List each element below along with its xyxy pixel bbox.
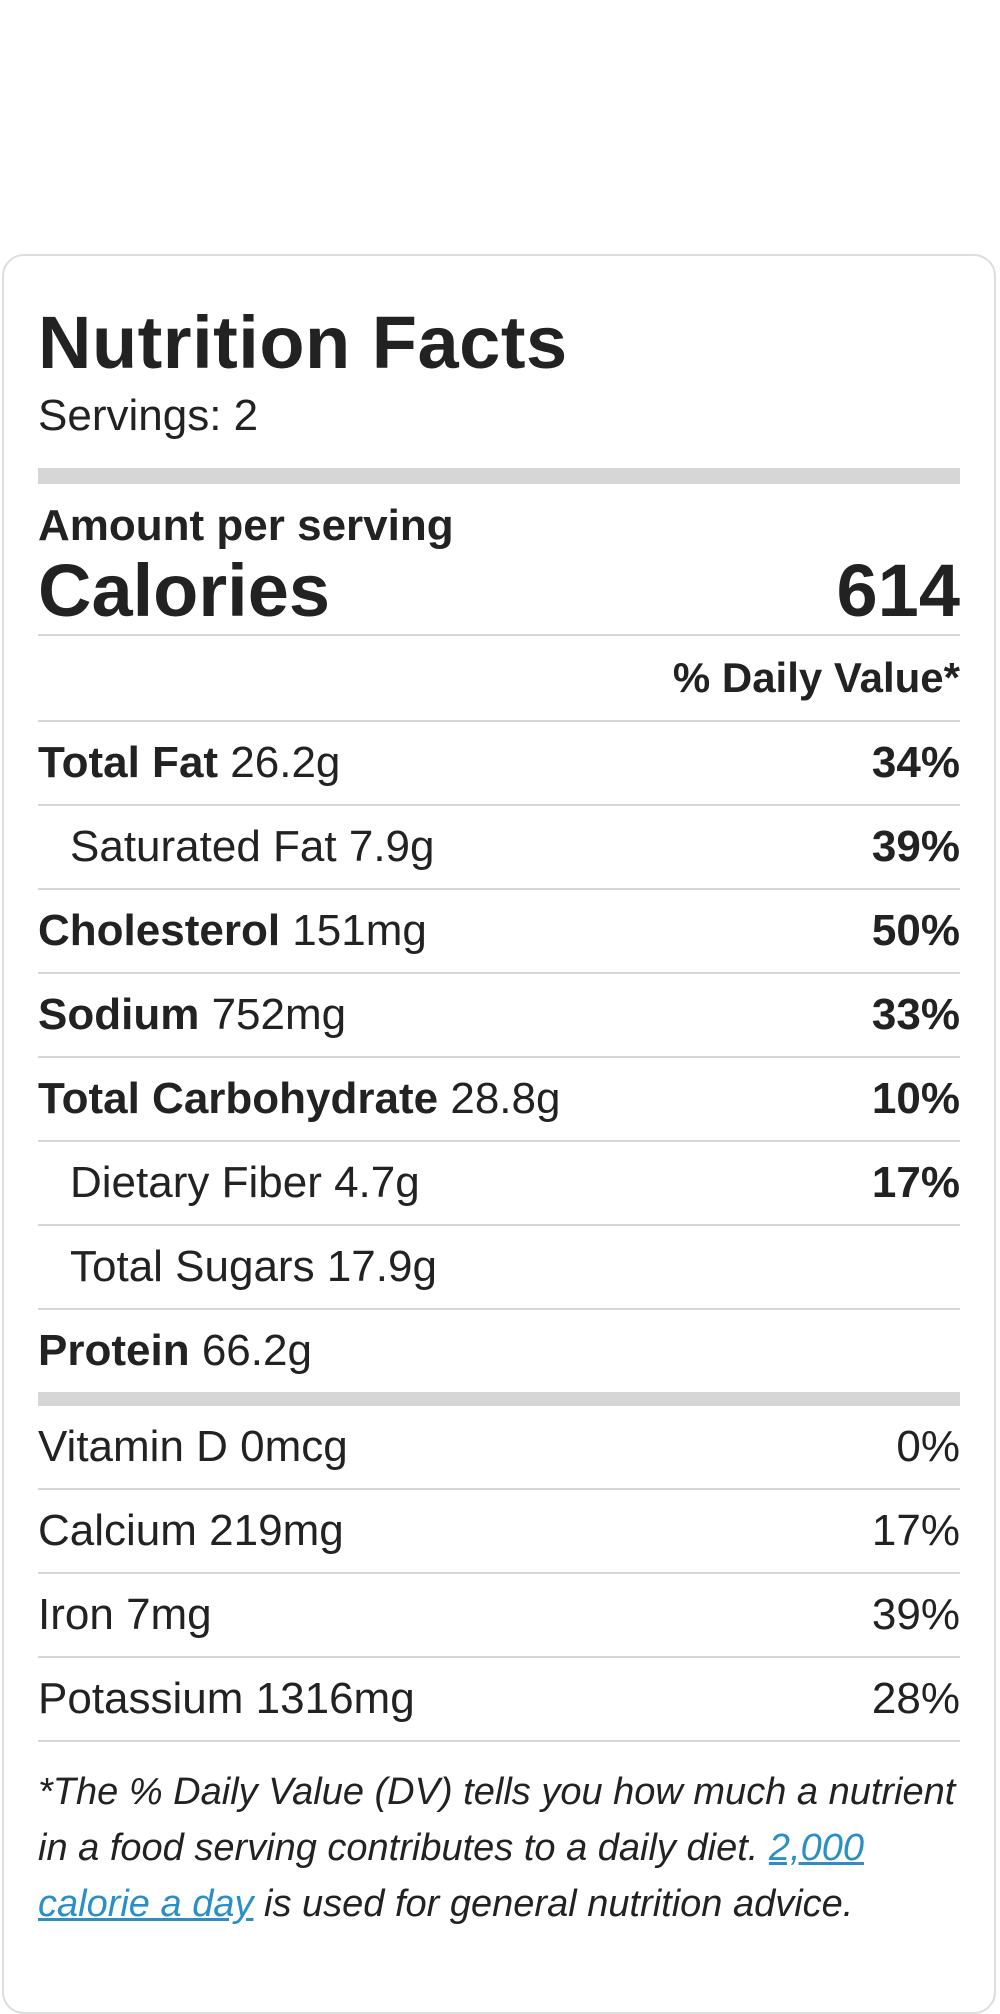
nutrient-dv: 33% <box>871 990 960 1039</box>
nutrient-name: Cholesterol <box>38 906 281 955</box>
footnote: *The % Daily Value (DV) tells you how mu… <box>38 1764 960 1932</box>
nutrient-amount: 752mg <box>211 990 347 1039</box>
nutrient-dv: 39% <box>871 822 960 871</box>
daily-value-header: % Daily Value* <box>38 636 960 722</box>
nutrient-amount: 7.9g <box>348 822 435 871</box>
nutrient-row-total-carbohydrate: Total Carbohydrate 28.8g 10% <box>38 1058 960 1142</box>
nutrient-name: Total Fat <box>38 738 219 787</box>
nutrient-row-total-fat: Total Fat 26.2g 34% <box>38 722 960 806</box>
vitamin-dv: 39% <box>871 1590 960 1639</box>
nutrient-amount: 4.7g <box>334 1158 420 1207</box>
nutrient-name: Protein <box>38 1326 190 1375</box>
footnote-text: *The % Daily Value (DV) tells you how mu… <box>38 1771 956 1869</box>
nutrient-amount: 28.8g <box>450 1074 561 1123</box>
nutrient-dv: 10% <box>871 1074 960 1123</box>
vitamin-amount: 1316mg <box>255 1674 415 1723</box>
nutrient-dv: 17% <box>871 1158 960 1207</box>
nutrient-amount: 151mg <box>292 906 427 955</box>
thick-divider <box>38 468 960 484</box>
vitamin-amount: 219mg <box>209 1506 344 1555</box>
vitamin-row-iron: Iron 7mg 39% <box>38 1574 960 1658</box>
nutrient-dv: 50% <box>871 906 960 955</box>
vitamin-name: Vitamin D <box>38 1422 228 1471</box>
nutrient-row-protein: Protein 66.2g <box>38 1310 960 1392</box>
nutrient-name: Dietary Fiber <box>70 1158 322 1207</box>
nutrient-amount: 66.2g <box>201 1326 312 1375</box>
nutrient-name: Total Carbohydrate <box>38 1074 439 1123</box>
footnote-tail: is used for general nutrition advice. <box>264 1883 854 1925</box>
label-title: Nutrition Facts <box>38 301 568 384</box>
vitamin-row-calcium: Calcium 219mg 17% <box>38 1490 960 1574</box>
nutrient-row-total-sugars: Total Sugars 17.9g <box>38 1226 960 1310</box>
vitamin-row-potassium: Potassium 1316mg 28% <box>38 1658 960 1742</box>
vitamin-name: Potassium <box>38 1674 244 1723</box>
amount-per-serving: Amount per serving <box>38 501 454 550</box>
servings-text: Servings: 2 <box>38 391 259 440</box>
nutrient-name: Saturated Fat <box>70 822 337 871</box>
nutrient-dv: 34% <box>871 738 960 787</box>
vitamin-row-vitamin-d: Vitamin D 0mcg 0% <box>38 1406 960 1490</box>
vitamin-dv: 17% <box>871 1506 960 1555</box>
vitamin-dv: 0% <box>896 1422 960 1471</box>
nutrient-row-sodium: Sodium 752mg 33% <box>38 974 960 1058</box>
nutrient-amount: 26.2g <box>230 738 341 787</box>
calories-label: Calories <box>38 549 331 632</box>
nutrient-row-saturated-fat: Saturated Fat 7.9g 39% <box>38 806 960 890</box>
vitamin-dv: 28% <box>871 1674 960 1723</box>
vitamin-name: Calcium <box>38 1506 197 1555</box>
vitamin-amount: 7mg <box>126 1590 212 1639</box>
nutrient-name: Total Sugars <box>70 1242 315 1291</box>
nutrient-name: Sodium <box>38 990 200 1039</box>
nutrient-amount: 17.9g <box>326 1242 437 1291</box>
vitamin-name: Iron <box>38 1590 114 1639</box>
vitamin-amount: 0mcg <box>240 1422 348 1471</box>
calories-row: Calories 614 <box>38 548 960 636</box>
nutrition-label: Nutrition Facts Servings: 2 Amount per s… <box>2 254 996 2014</box>
calorie-link[interactable]: 2,000 calorie a day <box>38 1827 864 1925</box>
nutrient-row-cholesterol: Cholesterol 151mg 50% <box>38 890 960 974</box>
calories-value: 614 <box>836 549 960 632</box>
medium-divider <box>38 1392 960 1406</box>
nutrient-row-dietary-fiber: Dietary Fiber 4.7g 17% <box>38 1142 960 1226</box>
